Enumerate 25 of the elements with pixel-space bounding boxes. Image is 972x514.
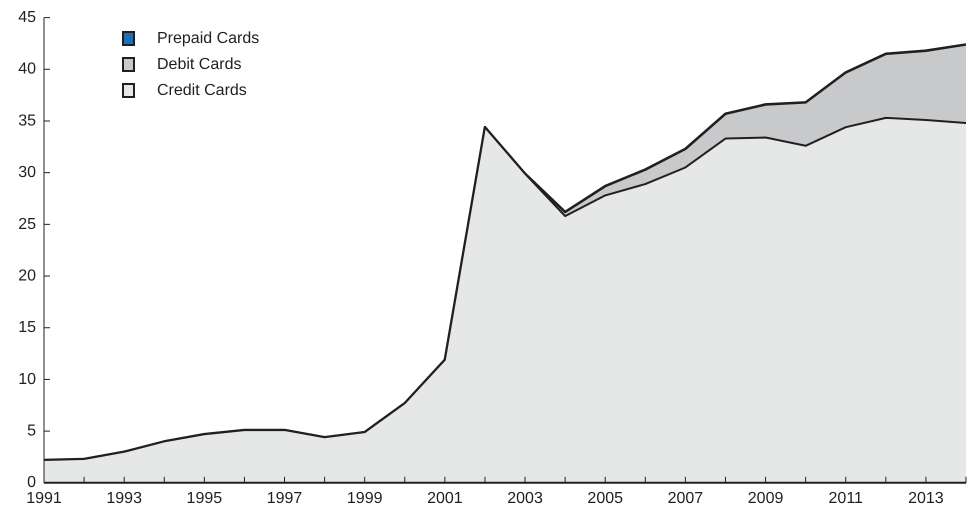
y-tick-label: 35 — [18, 112, 36, 130]
y-tick-label: 0 — [27, 474, 36, 492]
y-tick-label: 40 — [18, 60, 36, 78]
x-tick-label: 2013 — [908, 490, 944, 507]
x-tick-label: 1995 — [186, 490, 222, 507]
legend-label: Prepaid Cards — [157, 30, 260, 48]
x-tick-label: 2005 — [587, 490, 624, 507]
x-tick-label: 2007 — [668, 490, 704, 507]
legend-label: Debit Cards — [157, 56, 242, 74]
y-tick-label: 45 — [18, 9, 36, 26]
x-tick-label: 2003 — [507, 490, 543, 507]
y-tick-label: 15 — [18, 319, 36, 336]
x-tick-label: 1993 — [106, 490, 142, 507]
x-tick-label: 1997 — [266, 490, 302, 507]
y-tick-label: 5 — [27, 422, 36, 440]
legend-label: Credit Cards — [157, 82, 247, 100]
x-tick-label: 2009 — [748, 490, 784, 507]
x-tick-label: 1999 — [346, 490, 383, 507]
y-tick-label: 25 — [18, 216, 36, 233]
y-tick-label: 10 — [18, 370, 36, 388]
y-tick-label: 30 — [18, 164, 36, 182]
x-tick-label: 1991 — [26, 490, 62, 507]
x-tick-label: 2011 — [828, 490, 864, 507]
x-tick-label: 2001 — [427, 490, 463, 507]
y-tick-label: 20 — [18, 267, 36, 284]
